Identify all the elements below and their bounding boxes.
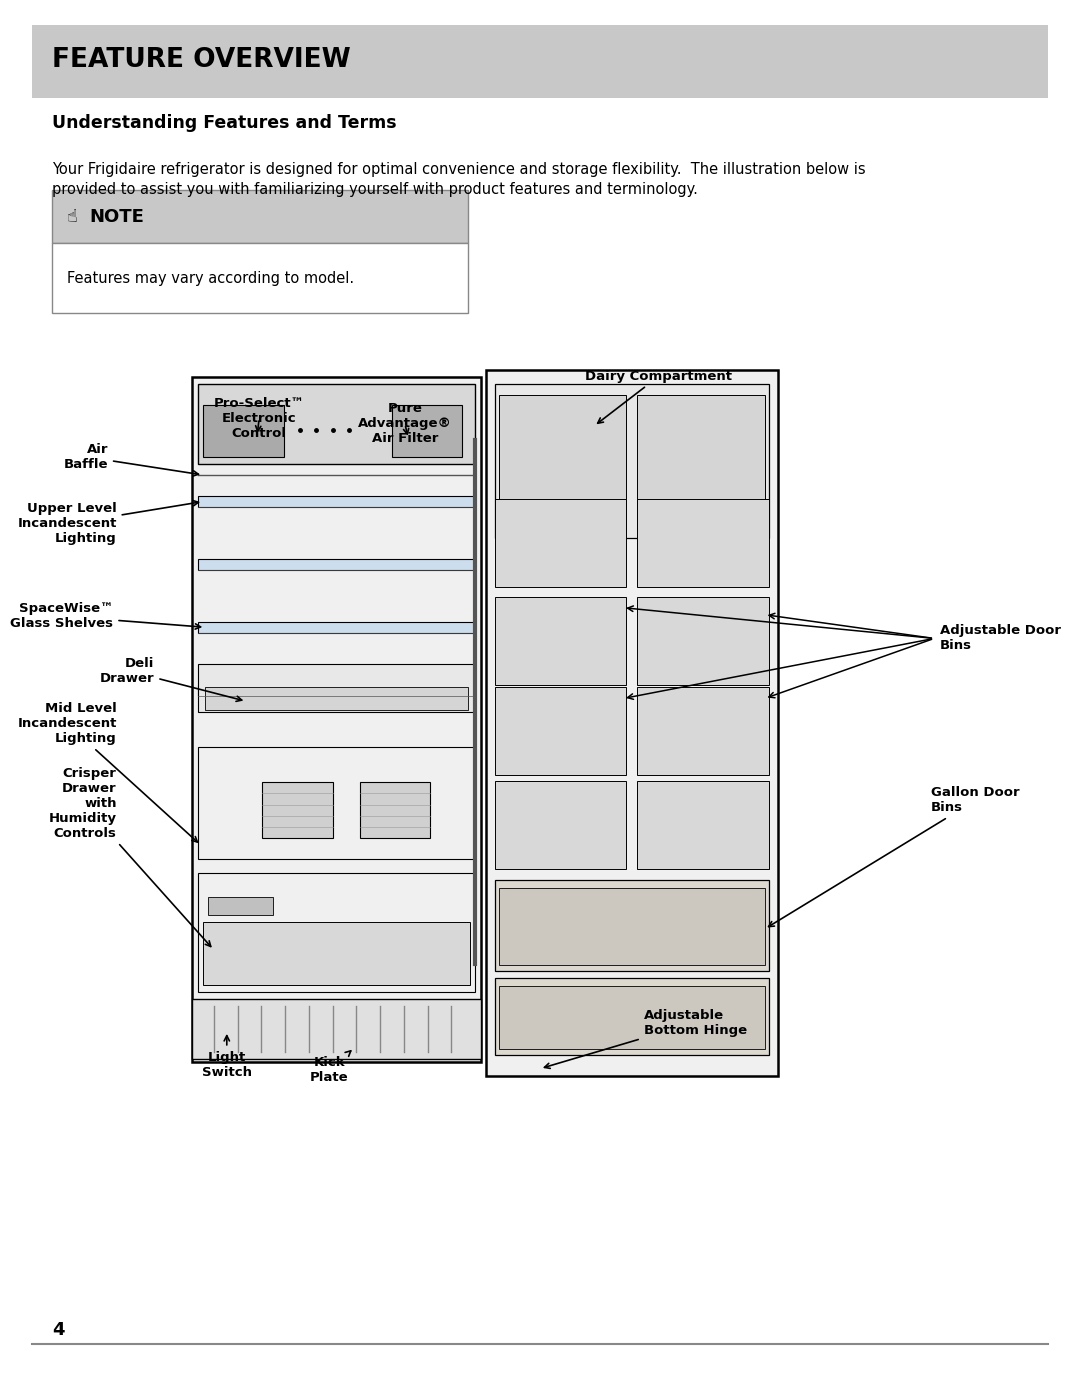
Polygon shape (392, 405, 462, 457)
Text: Pure
Advantage®
Air Filter: Pure Advantage® Air Filter (359, 402, 451, 446)
Polygon shape (198, 622, 475, 633)
Text: Air
Baffle: Air Baffle (64, 443, 199, 476)
Text: SpaceWise™
Glass Shelves: SpaceWise™ Glass Shelves (11, 602, 201, 630)
Text: ☝: ☝ (67, 208, 78, 225)
Text: Features may vary according to model.: Features may vary according to model. (67, 271, 354, 285)
Text: Understanding Features and Terms: Understanding Features and Terms (52, 115, 396, 131)
Polygon shape (637, 781, 769, 869)
FancyBboxPatch shape (32, 25, 1048, 98)
Text: Light
Switch: Light Switch (202, 1035, 252, 1078)
Polygon shape (495, 880, 769, 971)
Polygon shape (495, 978, 769, 1055)
Polygon shape (198, 873, 475, 992)
Text: Crisper
Drawer
with
Humidity
Controls: Crisper Drawer with Humidity Controls (49, 767, 211, 947)
Polygon shape (192, 377, 481, 1062)
Text: Your Frigidaire refrigerator is designed for optimal convenience and storage fle: Your Frigidaire refrigerator is designed… (52, 162, 865, 197)
Polygon shape (208, 897, 273, 915)
Polygon shape (499, 986, 765, 1049)
FancyBboxPatch shape (52, 243, 468, 313)
FancyBboxPatch shape (52, 190, 468, 243)
Text: FEATURE OVERVIEW: FEATURE OVERVIEW (52, 47, 351, 73)
Polygon shape (205, 687, 468, 710)
Polygon shape (198, 685, 475, 696)
Text: Pro-Select™
Electronic
Control: Pro-Select™ Electronic Control (214, 397, 305, 440)
Polygon shape (262, 782, 333, 838)
Polygon shape (486, 370, 778, 1076)
Text: Gallon Door
Bins: Gallon Door Bins (769, 787, 1020, 926)
Polygon shape (495, 781, 626, 869)
Polygon shape (637, 395, 765, 531)
Polygon shape (203, 405, 284, 457)
Text: Deli
Drawer: Deli Drawer (99, 657, 242, 701)
Text: Adjustable Door
Bins: Adjustable Door Bins (940, 624, 1061, 652)
Polygon shape (637, 499, 769, 587)
Text: Adjustable
Bottom Hinge: Adjustable Bottom Hinge (544, 1009, 746, 1069)
Text: Dairy Compartment: Dairy Compartment (585, 370, 732, 423)
Polygon shape (198, 747, 475, 859)
Polygon shape (203, 922, 470, 985)
Polygon shape (499, 888, 765, 965)
Text: Mid Level
Incandescent
Lighting: Mid Level Incandescent Lighting (17, 703, 198, 842)
Text: NOTE: NOTE (90, 208, 145, 225)
Polygon shape (495, 499, 626, 587)
Polygon shape (198, 384, 475, 464)
Text: 4: 4 (52, 1322, 65, 1338)
Text: Upper Level
Incandescent
Lighting: Upper Level Incandescent Lighting (17, 500, 199, 545)
Polygon shape (495, 597, 626, 685)
Polygon shape (637, 597, 769, 685)
Text: Kick
Plate: Kick Plate (310, 1051, 351, 1084)
Polygon shape (198, 496, 475, 507)
Polygon shape (495, 384, 769, 538)
Polygon shape (637, 687, 769, 775)
Polygon shape (495, 687, 626, 775)
Polygon shape (198, 559, 475, 570)
Polygon shape (360, 782, 430, 838)
Polygon shape (499, 395, 626, 531)
Polygon shape (198, 664, 475, 712)
Polygon shape (192, 999, 481, 1059)
